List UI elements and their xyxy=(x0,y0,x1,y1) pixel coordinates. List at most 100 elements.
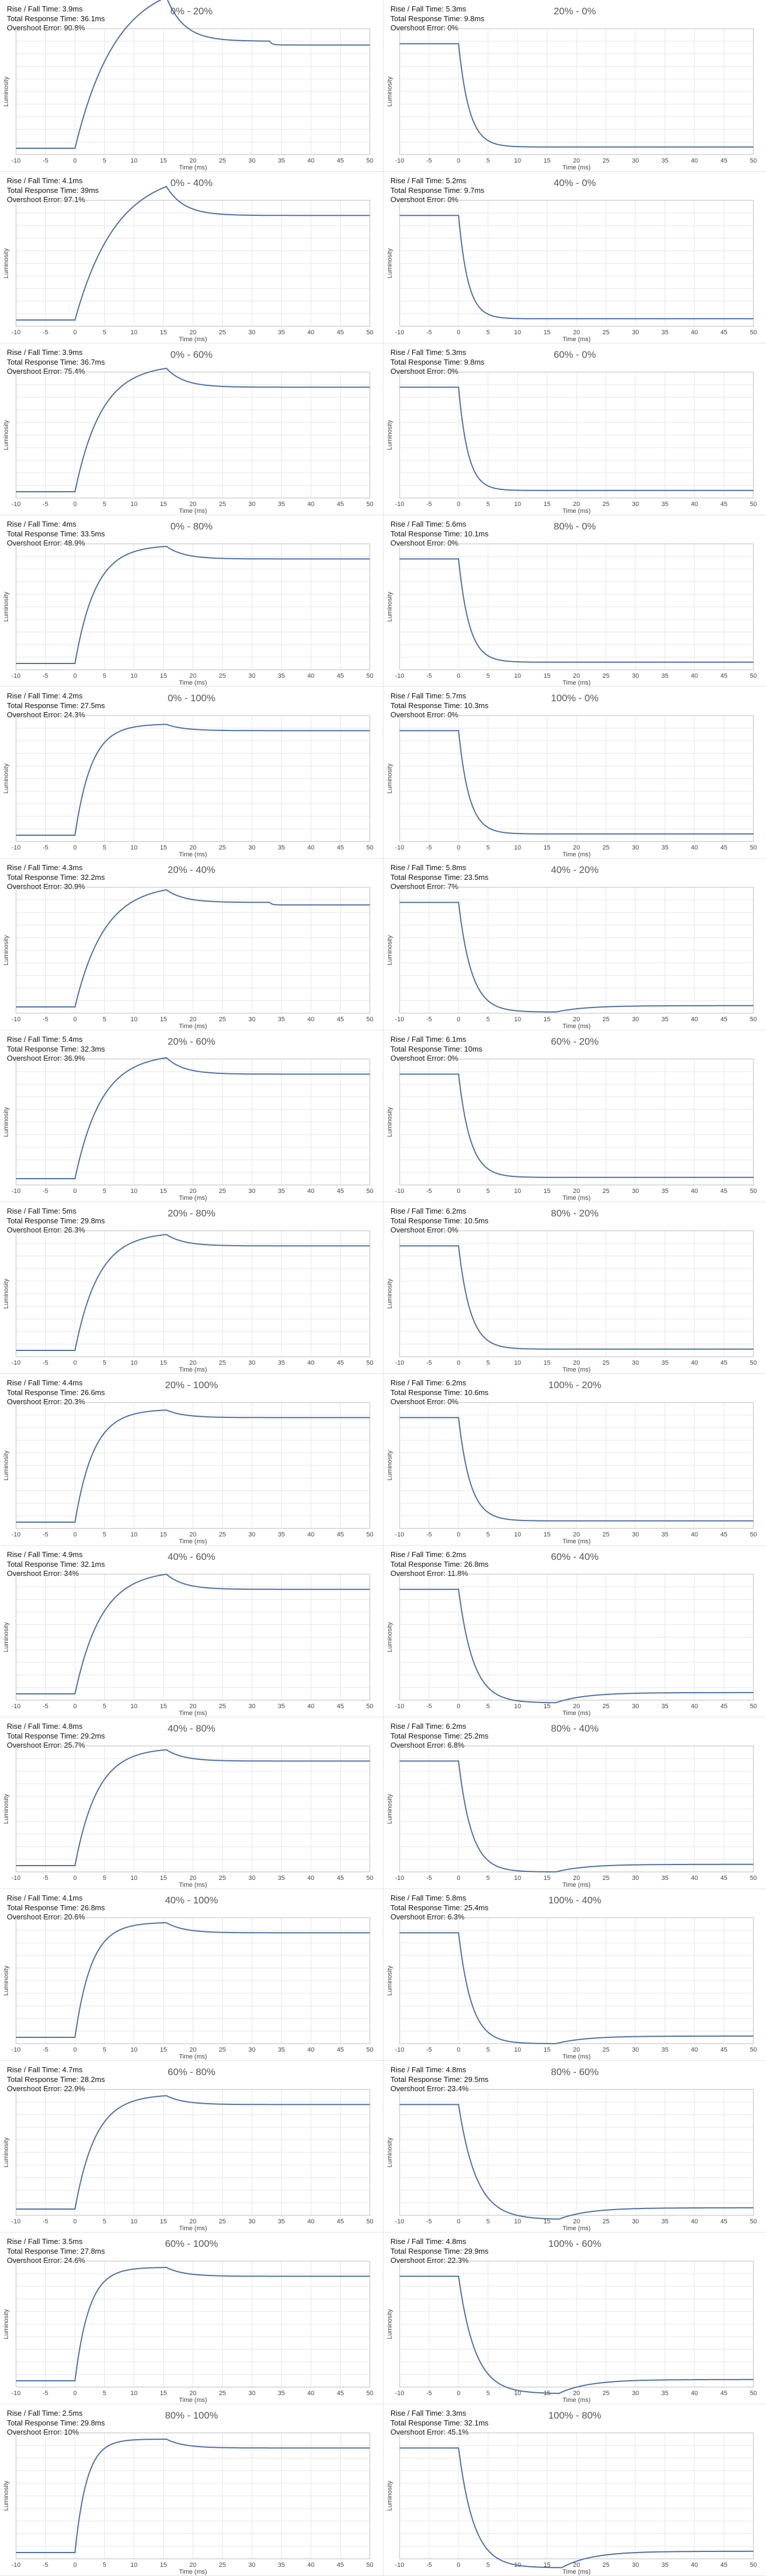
x-tick-label: 30 xyxy=(632,844,639,851)
rise-fall-time: Rise / Fall Time: 5.8ms xyxy=(390,1894,488,1903)
rise-fall-time-label: Rise / Fall Time: xyxy=(7,2409,62,2417)
total-response-time-label: Total Response Time: xyxy=(390,1559,464,1568)
rise-fall-time: Rise / Fall Time: 4.1ms xyxy=(7,176,98,186)
x-tick-label: 0 xyxy=(73,1875,77,1882)
x-tick-label: 35 xyxy=(278,1531,285,1538)
x-tick-label: 20 xyxy=(573,1016,580,1023)
x-tick-label: 40 xyxy=(307,1188,314,1195)
x-tick-label: 45 xyxy=(337,1016,343,1023)
x-tick-label: 5 xyxy=(102,2218,106,2225)
line-plot: -10 -5 0 5 10 15 20 25 30 35 40 45 50 Time (ms) Lumino… xyxy=(3,368,373,515)
x-tick-label: 30 xyxy=(248,1016,255,1023)
rise-fall-time-label: Rise / Fall Time: xyxy=(7,1035,62,1044)
chart-panel: Rise / Fall Time: 4.4ms Total Response Ti… xyxy=(0,1374,383,1546)
rise-fall-time-label: Rise / Fall Time: xyxy=(390,692,446,700)
rise-fall-time: Rise / Fall Time: 4.7ms xyxy=(7,2065,105,2075)
x-tick-label: 25 xyxy=(219,673,226,679)
plot-frame xyxy=(399,2432,754,2559)
luminosity-series-line xyxy=(16,1922,370,2038)
x-tick-label: 15 xyxy=(543,844,550,851)
x-axis-label: Time (ms) xyxy=(562,1710,590,1717)
rise-fall-time: Rise / Fall Time: 4.1ms xyxy=(7,1894,105,1903)
stats-block: Rise / Fall Time: 4.7ms Total Response Ti… xyxy=(7,2065,105,2094)
rise-fall-time: Rise / Fall Time: 6.2ms xyxy=(390,1722,488,1732)
y-axis-label: Luminosity xyxy=(3,1278,10,1309)
overshoot-error: Overshoot Error: 6.8% xyxy=(390,1741,488,1751)
stats-block: Rise / Fall Time: 5.3ms Total Response Ti… xyxy=(390,348,484,377)
rise-fall-time-label: Rise / Fall Time: xyxy=(390,5,446,13)
x-tick-label: 20 xyxy=(573,1360,580,1366)
x-tick-label: 30 xyxy=(248,2046,255,2053)
x-tick-label: 20 xyxy=(573,2390,580,2397)
x-tick-label: 20 xyxy=(189,1016,196,1023)
plot-frame xyxy=(15,2089,370,2216)
overshoot-error-label: Overshoot Error: xyxy=(390,367,448,376)
line-plot: -10 -5 0 5 10 15 20 25 30 35 40 45 50 Time (ms) Lumino… xyxy=(3,2261,373,2404)
rise-fall-time: Rise / Fall Time: 5.3ms xyxy=(390,348,484,358)
x-tick-label: 10 xyxy=(514,1360,521,1366)
rise-fall-time-value: 3.9ms xyxy=(62,348,83,357)
overshoot-error-label: Overshoot Error: xyxy=(7,195,64,204)
y-axis-label: Luminosity xyxy=(3,248,10,278)
x-tick-label: 0 xyxy=(73,844,77,851)
x-tick-label: 0 xyxy=(457,1016,460,1023)
x-tick-label: 5 xyxy=(102,1531,106,1538)
x-tick-label: 5 xyxy=(102,1703,106,1710)
x-tick-label: 20 xyxy=(189,1703,196,1710)
luminosity-series-line xyxy=(400,1589,753,1704)
x-axis-label: Time (ms) xyxy=(179,164,207,171)
stats-block: Rise / Fall Time: 5.6ms Total Response Ti… xyxy=(390,520,488,548)
overshoot-error-label: Overshoot Error: xyxy=(7,1226,64,1234)
total-response-time-label: Total Response Time: xyxy=(7,1044,81,1053)
x-tick-label: 35 xyxy=(278,2046,285,2053)
x-tick-label: 0 xyxy=(73,1703,77,1710)
x-tick-label: -5 xyxy=(427,1703,432,1710)
line-plot: -10 -5 0 5 10 15 20 25 30 35 40 45 50 Time (ms) Lumino… xyxy=(386,1574,757,1717)
x-tick-label: 20 xyxy=(573,673,580,679)
luminosity-series-line xyxy=(400,1245,753,1350)
plot-frame xyxy=(15,2432,370,2559)
x-tick-label: 0 xyxy=(73,2046,77,2053)
rise-fall-time: Rise / Fall Time: 4.8ms xyxy=(7,1722,105,1732)
x-tick-label: 20 xyxy=(573,2046,580,2053)
x-tick-label: -10 xyxy=(11,329,21,336)
x-tick-label: 25 xyxy=(219,1703,226,1710)
x-tick-label: 40 xyxy=(691,1360,698,1366)
rise-fall-time-label: Rise / Fall Time: xyxy=(7,2065,62,2074)
y-axis-label: Luminosity xyxy=(3,935,10,965)
overshoot-error-value: 45.1% xyxy=(447,2428,469,2436)
x-tick-label: 35 xyxy=(661,1188,668,1195)
x-tick-label: 5 xyxy=(102,157,106,164)
luminosity-series-line xyxy=(16,1573,370,1694)
rise-fall-time-label: Rise / Fall Time: xyxy=(390,863,446,872)
x-tick-label: 45 xyxy=(720,329,727,336)
x-axis-label: Time (ms) xyxy=(562,2225,590,2232)
rise-fall-time-label: Rise / Fall Time: xyxy=(390,1550,446,1559)
total-response-time-value: 25.2ms xyxy=(464,1731,489,1740)
x-tick-label: -5 xyxy=(43,1531,49,1538)
x-tick-label: 35 xyxy=(278,2218,285,2225)
rise-fall-time-label: Rise / Fall Time: xyxy=(7,1550,62,1559)
stats-block: Rise / Fall Time: 4.8ms Total Response Ti… xyxy=(390,2237,488,2266)
x-tick-label: 25 xyxy=(602,2562,609,2569)
stats-block: Rise / Fall Time: 6.1ms Total Response Ti… xyxy=(390,1035,482,1064)
overshoot-error: Overshoot Error: 0% xyxy=(390,1054,482,1064)
line-plot: -10 -5 0 5 10 15 20 25 30 35 40 45 50 Time (ms) Lumino… xyxy=(386,543,757,686)
y-axis-label: Luminosity xyxy=(386,1793,393,1824)
overshoot-error-value: 0% xyxy=(447,1054,459,1062)
chart-panel: Rise / Fall Time: 4.9ms Total Response Ti… xyxy=(0,1546,383,1717)
rise-fall-time-label: Rise / Fall Time: xyxy=(390,1894,446,1902)
total-response-time: Total Response Time: 29.2ms xyxy=(7,1732,105,1741)
chart-title: 20% - 100% xyxy=(165,1380,218,1390)
x-tick-label: 0 xyxy=(73,1016,77,1023)
x-tick-label: -5 xyxy=(427,673,432,679)
overshoot-error-label: Overshoot Error: xyxy=(7,2256,64,2265)
stats-block: Rise / Fall Time: 4.2ms Total Response Ti… xyxy=(7,692,105,720)
chart-title: 100% - 40% xyxy=(548,1895,602,1906)
x-tick-label: 45 xyxy=(337,1188,343,1195)
x-tick-label: 0 xyxy=(73,673,77,679)
total-response-time-label: Total Response Time: xyxy=(7,1216,81,1225)
rise-fall-time-value: 3.5ms xyxy=(62,2237,83,2246)
x-tick-label: 50 xyxy=(750,329,757,336)
y-axis-label: Luminosity xyxy=(386,248,393,278)
